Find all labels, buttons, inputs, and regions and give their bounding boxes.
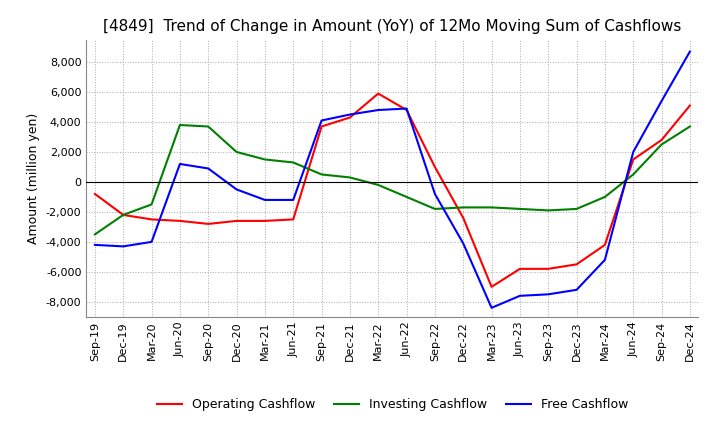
Investing Cashflow bbox=[289, 160, 297, 165]
Operating Cashflow bbox=[544, 266, 552, 271]
Free Cashflow bbox=[544, 292, 552, 297]
Operating Cashflow bbox=[233, 218, 241, 224]
Free Cashflow bbox=[516, 293, 524, 298]
Investing Cashflow bbox=[516, 206, 524, 212]
Operating Cashflow bbox=[487, 284, 496, 290]
Investing Cashflow bbox=[233, 149, 241, 154]
Line: Investing Cashflow: Investing Cashflow bbox=[95, 125, 690, 235]
Operating Cashflow bbox=[572, 262, 581, 267]
Free Cashflow bbox=[91, 242, 99, 248]
Free Cashflow bbox=[119, 244, 127, 249]
Operating Cashflow bbox=[148, 217, 156, 222]
Free Cashflow bbox=[685, 49, 694, 54]
Free Cashflow bbox=[657, 99, 666, 104]
Investing Cashflow bbox=[600, 194, 609, 200]
Investing Cashflow bbox=[685, 124, 694, 129]
Operating Cashflow bbox=[516, 266, 524, 271]
Investing Cashflow bbox=[91, 232, 99, 237]
Free Cashflow bbox=[374, 107, 382, 113]
Operating Cashflow bbox=[657, 137, 666, 143]
Operating Cashflow bbox=[459, 215, 467, 220]
Investing Cashflow bbox=[204, 124, 212, 129]
Operating Cashflow bbox=[176, 218, 184, 224]
Free Cashflow bbox=[459, 241, 467, 246]
Free Cashflow bbox=[148, 239, 156, 245]
Operating Cashflow bbox=[119, 212, 127, 217]
Investing Cashflow bbox=[544, 208, 552, 213]
Investing Cashflow bbox=[431, 206, 439, 212]
Free Cashflow bbox=[402, 106, 411, 111]
Operating Cashflow bbox=[346, 115, 354, 120]
Free Cashflow bbox=[176, 161, 184, 167]
Free Cashflow bbox=[204, 166, 212, 171]
Investing Cashflow bbox=[657, 142, 666, 147]
Operating Cashflow bbox=[600, 242, 609, 248]
Operating Cashflow bbox=[289, 217, 297, 222]
Free Cashflow bbox=[346, 112, 354, 117]
Free Cashflow bbox=[572, 287, 581, 293]
Investing Cashflow bbox=[148, 202, 156, 207]
Operating Cashflow bbox=[685, 103, 694, 108]
Legend: Operating Cashflow, Investing Cashflow, Free Cashflow: Operating Cashflow, Investing Cashflow, … bbox=[152, 393, 633, 416]
Free Cashflow bbox=[261, 197, 269, 202]
Investing Cashflow bbox=[487, 205, 496, 210]
Operating Cashflow bbox=[204, 221, 212, 227]
Investing Cashflow bbox=[459, 205, 467, 210]
Free Cashflow bbox=[629, 149, 637, 154]
Investing Cashflow bbox=[374, 182, 382, 187]
Free Cashflow bbox=[318, 118, 326, 123]
Operating Cashflow bbox=[402, 107, 411, 113]
Operating Cashflow bbox=[629, 157, 637, 162]
Investing Cashflow bbox=[318, 172, 326, 177]
Investing Cashflow bbox=[119, 212, 127, 217]
Line: Free Cashflow: Free Cashflow bbox=[95, 51, 690, 308]
Operating Cashflow bbox=[261, 218, 269, 224]
Operating Cashflow bbox=[374, 91, 382, 96]
Free Cashflow bbox=[600, 257, 609, 263]
Operating Cashflow bbox=[318, 124, 326, 129]
Line: Operating Cashflow: Operating Cashflow bbox=[95, 94, 690, 287]
Investing Cashflow bbox=[346, 175, 354, 180]
Investing Cashflow bbox=[261, 157, 269, 162]
Title: [4849]  Trend of Change in Amount (YoY) of 12Mo Moving Sum of Cashflows: [4849] Trend of Change in Amount (YoY) o… bbox=[103, 19, 682, 34]
Free Cashflow bbox=[233, 187, 241, 192]
Free Cashflow bbox=[431, 191, 439, 197]
Investing Cashflow bbox=[402, 194, 411, 200]
Investing Cashflow bbox=[629, 172, 637, 177]
Investing Cashflow bbox=[176, 122, 184, 128]
Y-axis label: Amount (million yen): Amount (million yen) bbox=[27, 113, 40, 244]
Free Cashflow bbox=[487, 305, 496, 311]
Operating Cashflow bbox=[91, 191, 99, 197]
Investing Cashflow bbox=[572, 206, 581, 212]
Operating Cashflow bbox=[431, 164, 439, 169]
Free Cashflow bbox=[289, 197, 297, 202]
